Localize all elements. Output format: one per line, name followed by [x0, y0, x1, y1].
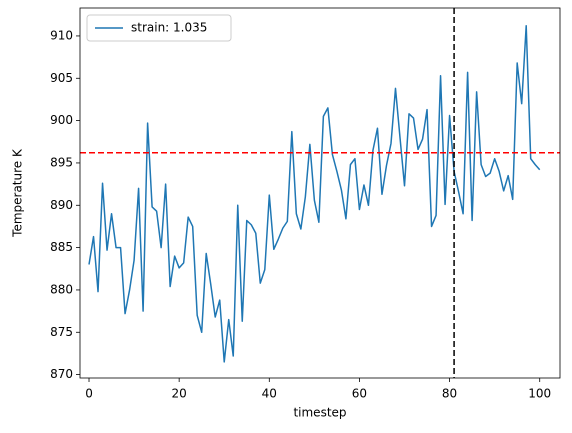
x-axis-label: timestep [293, 406, 346, 420]
y-tick-label: 870 [50, 367, 73, 381]
x-tick-label: 20 [172, 387, 187, 401]
x-tick-label: 100 [528, 387, 551, 401]
y-tick-label: 890 [50, 198, 73, 212]
y-axis-label: Temperature K [11, 148, 25, 238]
legend-label: strain: 1.035 [131, 21, 207, 35]
y-tick-label: 875 [50, 325, 73, 339]
y-tick-label: 880 [50, 282, 73, 296]
y-tick-label: 905 [50, 71, 73, 85]
x-tick-label: 40 [262, 387, 277, 401]
x-tick-label: 80 [442, 387, 457, 401]
y-tick-label: 885 [50, 240, 73, 254]
y-tick-label: 910 [50, 28, 73, 42]
legend-box [86, 14, 232, 42]
x-tick-label: 60 [352, 387, 367, 401]
y-tick-label: 900 [50, 113, 73, 127]
axes-frame [79, 7, 561, 379]
x-tick-label: 0 [85, 387, 93, 401]
data-line [88, 25, 541, 363]
y-tick-label: 895 [50, 155, 73, 169]
